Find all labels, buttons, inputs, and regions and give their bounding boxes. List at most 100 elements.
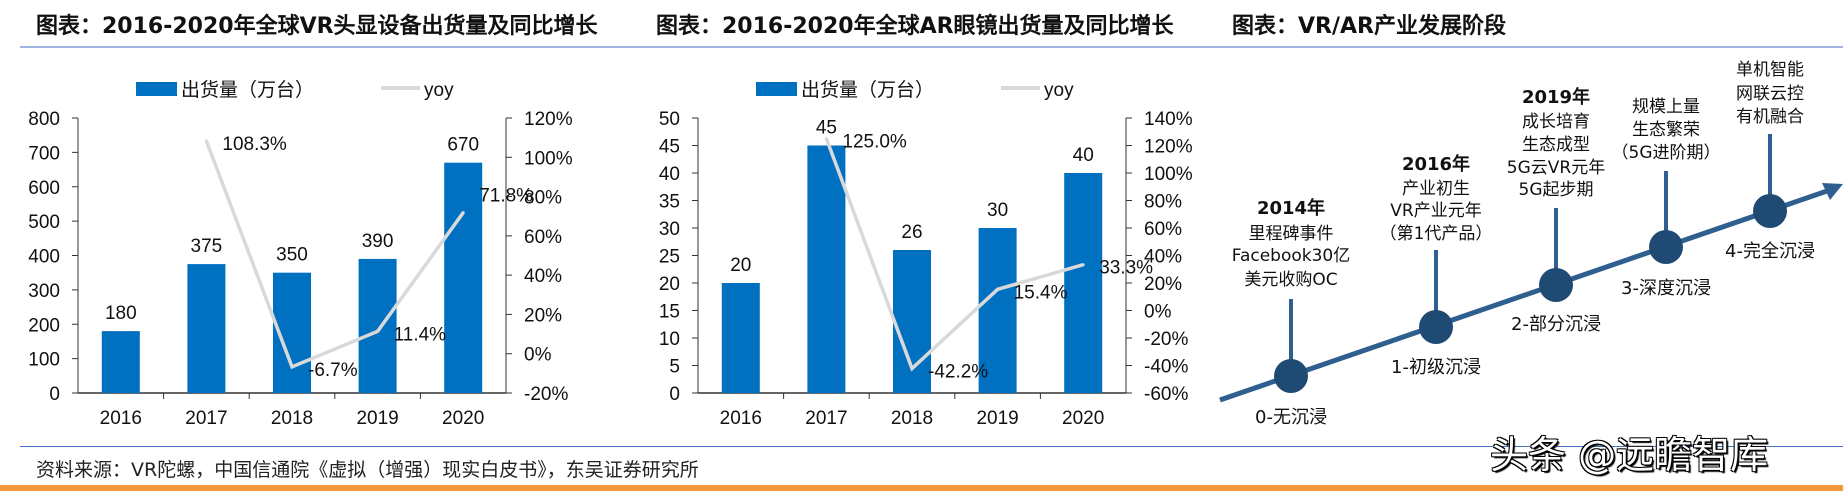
stage-note-line: Facebook30亿 — [1232, 246, 1351, 266]
legend-bar-swatch — [756, 82, 797, 96]
vr-chart-title: 图表：2016-2020年全球VR头显设备出货量及同比增长 — [36, 14, 598, 39]
stage-node — [1753, 194, 1787, 228]
bar — [721, 283, 760, 393]
stage-note-line: 规模上量 — [1632, 97, 1700, 117]
stage-node — [1274, 359, 1308, 393]
legend-line-label: yoy — [424, 80, 454, 101]
yoy-point — [910, 367, 914, 371]
stage-note-line: 美元收购OC — [1244, 270, 1337, 290]
arrowhead-icon — [1822, 183, 1843, 200]
x-tick-label: 2018 — [271, 408, 313, 429]
yoy-point — [290, 365, 294, 369]
left-tick-label: 15 — [659, 302, 680, 323]
right-tick-label: -20% — [524, 384, 568, 405]
yoy-line — [204, 140, 465, 370]
stage-note-line: 有机融合 — [1736, 107, 1804, 127]
left-tick-label: 5 — [669, 357, 680, 378]
yoy-value-label: 125.0% — [842, 132, 907, 153]
stages-diagram-title: 图表：VR/AR产业发展阶段 — [1232, 14, 1506, 39]
yoy-value-label: -42.2% — [928, 362, 988, 383]
left-tick-label: 10 — [659, 329, 680, 350]
stage-label: 3-深度沉浸 — [1621, 278, 1711, 299]
right-tick-label: 80% — [524, 188, 562, 209]
footer-divider — [20, 446, 1843, 447]
right-tick-label: 120% — [1144, 137, 1193, 158]
x-tick-label: 2016 — [100, 408, 142, 429]
bar-value-label: 375 — [191, 236, 223, 257]
stage-note-line: 2019年 — [1522, 86, 1590, 108]
stage-note-line: （第1代产品） — [1380, 224, 1493, 244]
right-tick-label: 60% — [1144, 219, 1182, 240]
header-divider — [20, 46, 1843, 48]
bar-value-label: 350 — [276, 245, 308, 266]
stage-note-line: 5G起步期 — [1519, 180, 1594, 200]
legend-line-label: yoy — [1044, 80, 1074, 101]
stage-node — [1419, 310, 1453, 344]
bar-value-label: 670 — [447, 135, 479, 156]
source-note: 资料来源：VR陀螺，中国信通院《虚拟（增强）现实白皮书》，东吴证券研究所 — [36, 459, 699, 481]
right-tick-label: 120% — [524, 109, 573, 130]
legend-bar-label: 出货量（万台） — [801, 79, 934, 101]
stage-note-line: 里程碑事件 — [1249, 224, 1334, 244]
bar-value-label: 20 — [730, 255, 751, 276]
bar — [187, 264, 226, 393]
left-tick-label: 200 — [28, 315, 60, 336]
yoy-value-label: 108.3% — [222, 134, 287, 155]
stage-note-line: 5G云VR元年 — [1507, 158, 1605, 178]
right-tick-label: -40% — [1144, 357, 1188, 378]
bar — [444, 162, 483, 393]
bar-value-label: 26 — [901, 222, 922, 243]
yoy-point — [996, 287, 1000, 291]
left-tick-label: 25 — [659, 247, 680, 268]
bar — [1064, 173, 1103, 393]
right-tick-label: 0% — [524, 345, 552, 366]
x-tick-label: 2017 — [805, 408, 847, 429]
stage-label: 0-无沉浸 — [1255, 407, 1327, 428]
right-tick-label: 20% — [524, 305, 562, 326]
yoy-point — [376, 329, 380, 333]
x-tick-label: 2019 — [356, 408, 398, 429]
yoy-point — [1081, 263, 1085, 267]
right-tick-label: 140% — [1144, 109, 1193, 130]
right-tick-label: 60% — [524, 227, 562, 248]
bar-value-label: 30 — [987, 200, 1008, 221]
x-tick-label: 2016 — [720, 408, 762, 429]
bar — [978, 228, 1017, 393]
stage-note-line: 产业初生 — [1402, 179, 1470, 199]
x-tick-label: 2019 — [976, 408, 1018, 429]
yoy-value-label: -6.7% — [308, 360, 358, 381]
yoy-point — [204, 139, 208, 143]
bar-value-label: 180 — [105, 303, 137, 324]
stage-note-line: （5G进阶期） — [1612, 143, 1721, 163]
stage-label: 2-部分沉浸 — [1511, 314, 1601, 335]
left-tick-label: 400 — [28, 247, 60, 268]
bar-value-label: 40 — [1073, 145, 1094, 166]
stage-node — [1649, 230, 1683, 264]
bar — [358, 258, 397, 393]
yoy-value-label: 11.4% — [394, 324, 447, 345]
timeline-arrow-line — [1219, 187, 1831, 403]
right-tick-label: -60% — [1144, 384, 1188, 405]
left-tick-label: 100 — [28, 350, 60, 371]
right-tick-label: -20% — [1144, 329, 1188, 350]
stage-note-line: 2014年 — [1257, 197, 1325, 219]
right-tick-label: 40% — [1144, 247, 1182, 268]
stage-label: 1-初级沉浸 — [1391, 357, 1481, 378]
legend-bar-label: 出货量（万台） — [181, 79, 314, 101]
left-tick-label: 0 — [49, 384, 60, 405]
ar-shipments-chart: 出货量（万台） yoy 0 5 10 15 20 25 30 35 40 45 50 -60% -40% -2… — [659, 79, 1193, 429]
watermark: 头条 @远瞻智库 — [1490, 433, 1769, 477]
yoy-value-label: 15.4% — [1014, 282, 1068, 303]
left-tick-label: 300 — [28, 281, 60, 302]
x-tick-label: 2018 — [891, 408, 933, 429]
left-tick-label: 500 — [28, 212, 60, 233]
right-tick-label: 40% — [524, 266, 562, 287]
left-tick-label: 0 — [669, 384, 680, 405]
left-tick-label: 800 — [28, 109, 60, 130]
left-tick-label: 700 — [28, 143, 60, 164]
stage-label: 4-完全沉浸 — [1725, 241, 1815, 262]
bar-value-label: 45 — [816, 118, 837, 139]
x-tick-label: 2017 — [185, 408, 227, 429]
stage-note-line: 单机智能 — [1736, 60, 1804, 80]
